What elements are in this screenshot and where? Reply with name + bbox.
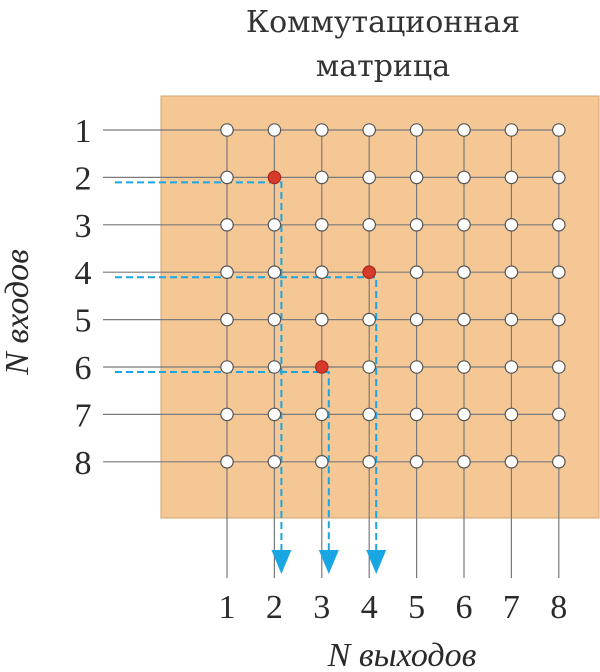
output-label-3: 3 bbox=[313, 589, 330, 626]
crosspoint-4-1 bbox=[220, 265, 234, 279]
crosspoint-2-1 bbox=[220, 170, 234, 185]
output-label-4: 4 bbox=[361, 589, 378, 626]
crosspoint-8-8 bbox=[551, 454, 566, 469]
crosspoint-2-4 bbox=[362, 170, 376, 185]
signal-arrow-1 bbox=[271, 550, 292, 574]
crosspoint-7-5 bbox=[409, 407, 424, 422]
crosspoint-4-6 bbox=[457, 265, 471, 279]
crosspoint-6-5 bbox=[409, 360, 424, 374]
crosspoint-5-4 bbox=[362, 312, 376, 327]
crosspoint-nodes bbox=[220, 123, 566, 469]
input-label-1: 1 bbox=[75, 113, 92, 150]
title-line-1: Коммутационная bbox=[246, 5, 520, 40]
crosspoint-1-4 bbox=[362, 123, 376, 137]
crosspoint-6-4 bbox=[362, 360, 376, 374]
crosspoint-3-6 bbox=[457, 218, 471, 232]
signal-path-1 bbox=[115, 181, 283, 565]
crosspoint-6-1 bbox=[220, 360, 234, 374]
crosspoint-1-2 bbox=[267, 123, 282, 137]
grid-lines bbox=[103, 129, 560, 578]
input-label-7: 7 bbox=[75, 397, 92, 434]
output-label-8: 8 bbox=[550, 589, 567, 626]
signal-path-3 bbox=[115, 371, 330, 565]
input-label-8: 8 bbox=[75, 445, 92, 482]
crosspoint-3-8 bbox=[551, 218, 566, 232]
crosspoint-2-6 bbox=[457, 170, 471, 185]
input-label-4: 4 bbox=[75, 255, 92, 292]
crosspoint-3-2 bbox=[267, 218, 282, 232]
crosspoint-8-2 bbox=[267, 454, 282, 469]
crosspoint-6-8 bbox=[551, 360, 566, 374]
crosspoint-8-1 bbox=[220, 454, 234, 469]
signal-path-2 bbox=[115, 276, 378, 565]
crosspoint-3-5 bbox=[409, 218, 424, 232]
output-label-7: 7 bbox=[503, 589, 520, 626]
output-label-2: 2 bbox=[266, 589, 283, 626]
crosspoint-8-4 bbox=[362, 454, 376, 469]
crosspoint-6-6 bbox=[457, 360, 471, 374]
crosspoint-4-2 bbox=[267, 265, 282, 279]
crosspoint-1-1 bbox=[220, 123, 234, 137]
crosspoint-2-7 bbox=[504, 170, 519, 185]
crosspoint-6-2 bbox=[267, 360, 282, 374]
title-line-2: матрица bbox=[316, 49, 450, 84]
crosspoint-8-3 bbox=[314, 454, 329, 469]
crosspoint-3-3 bbox=[314, 218, 329, 232]
crosspoint-7-8 bbox=[551, 407, 566, 422]
input-labels: 1 2 3 4 5 6 7 8 bbox=[75, 113, 92, 482]
crosspoint-3-1 bbox=[220, 218, 234, 232]
crosspoint-1-5 bbox=[409, 123, 424, 137]
crosspoint-1-6 bbox=[457, 123, 471, 137]
crosspoint-2-8 bbox=[551, 170, 566, 185]
crosspoint-3-4 bbox=[362, 218, 376, 232]
crosspoint-7-1 bbox=[220, 407, 234, 422]
input-label-5: 5 bbox=[75, 303, 92, 340]
crosspoint-5-1 bbox=[220, 312, 234, 327]
crosspoint-1-8 bbox=[551, 123, 566, 137]
crosspoint-7-7 bbox=[504, 407, 519, 422]
crosspoint-3-7 bbox=[504, 218, 519, 232]
signal-arrow-2 bbox=[366, 550, 387, 574]
output-label-1: 1 bbox=[219, 589, 236, 626]
input-label-6: 6 bbox=[75, 350, 92, 387]
matrix-panel bbox=[160, 95, 600, 519]
crosspoint-4-3 bbox=[314, 265, 329, 279]
crosspoint-5-5 bbox=[409, 312, 424, 327]
crosspoint-5-8 bbox=[551, 312, 566, 327]
input-axis-label: N входов bbox=[0, 249, 36, 376]
crosspoint-8-5 bbox=[409, 454, 424, 469]
crosspoint-4-8 bbox=[551, 265, 566, 279]
active-crosspoint-6-3 bbox=[314, 360, 329, 374]
active-crosspoint-4-4 bbox=[362, 265, 376, 279]
crosspoint-2-3 bbox=[314, 170, 329, 185]
crosspoint-8-6 bbox=[457, 454, 471, 469]
crosspoint-7-6 bbox=[457, 407, 471, 422]
crosspoint-1-7 bbox=[504, 123, 519, 137]
input-label-3: 3 bbox=[75, 208, 92, 245]
active-crosspoint-2-2 bbox=[267, 170, 282, 185]
crosspoint-2-5 bbox=[409, 170, 424, 185]
input-label-2: 2 bbox=[75, 160, 92, 197]
signal-paths bbox=[115, 181, 387, 574]
crosspoint-7-2 bbox=[267, 407, 282, 422]
crosspoint-4-7 bbox=[504, 265, 519, 279]
crosspoint-1-3 bbox=[314, 123, 329, 137]
crosspoint-8-7 bbox=[504, 454, 519, 469]
crosspoint-6-7 bbox=[504, 360, 519, 374]
output-label-6: 6 bbox=[456, 589, 473, 626]
output-axis-label: N выходов bbox=[327, 637, 477, 672]
crosspoint-7-4 bbox=[362, 407, 376, 422]
output-label-5: 5 bbox=[408, 589, 425, 626]
crosspoint-7-3 bbox=[314, 407, 329, 422]
crosspoint-5-2 bbox=[267, 312, 282, 327]
crosspoint-5-3 bbox=[314, 312, 329, 327]
crosspoint-4-5 bbox=[409, 265, 424, 279]
crosspoint-5-7 bbox=[504, 312, 519, 327]
signal-arrow-3 bbox=[318, 550, 339, 574]
crosspoint-5-6 bbox=[457, 312, 471, 327]
